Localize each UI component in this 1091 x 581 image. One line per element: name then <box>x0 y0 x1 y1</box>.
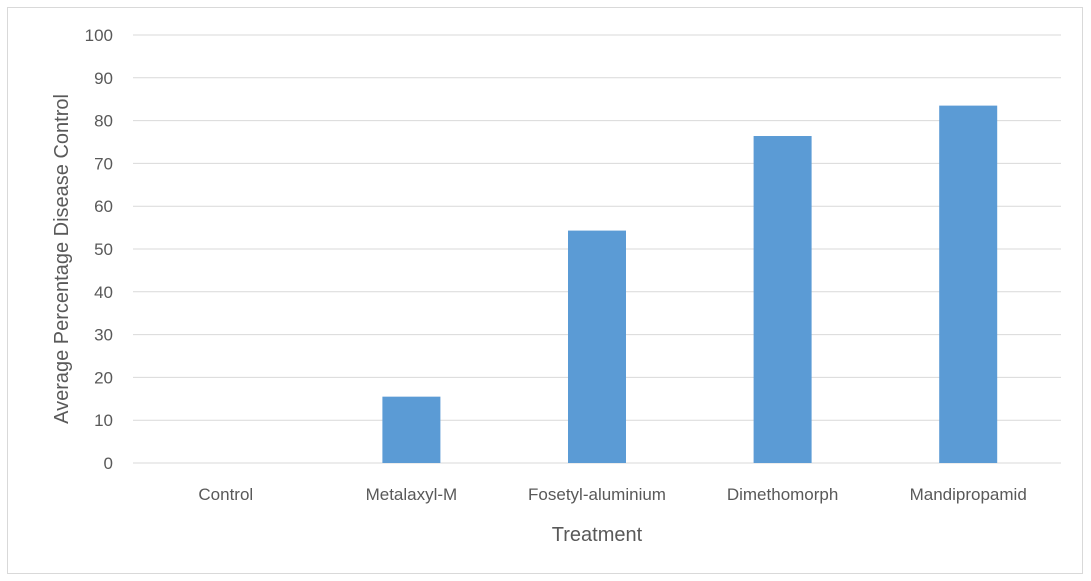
x-category-label: Metalaxyl-M <box>366 485 458 504</box>
y-tick-label: 70 <box>94 154 113 173</box>
x-axis-title: Treatment <box>552 524 643 546</box>
y-tick-label: 80 <box>94 112 113 131</box>
x-category-label: Mandipropamid <box>910 485 1027 504</box>
bars <box>382 105 998 464</box>
y-axis-ticks: 0 10 20 30 40 50 60 70 80 90 100 <box>85 26 113 473</box>
gridlines <box>133 34 1061 464</box>
x-category-label: Fosetyl-aluminium <box>528 485 666 504</box>
y-tick-label: 10 <box>94 411 113 430</box>
x-axis-categories: Control Metalaxyl-M Fosetyl-aluminium Dimet… <box>198 485 1026 504</box>
y-axis-title: Average Percentage Disease Control <box>51 94 73 424</box>
x-category-label: Control <box>198 485 253 504</box>
y-tick-label: 20 <box>94 368 113 387</box>
bar-mandipropamid <box>939 105 998 464</box>
bar-fosetyl-aluminium <box>568 230 626 463</box>
y-tick-label: 0 <box>104 454 113 473</box>
y-tick-label: 40 <box>94 283 113 302</box>
chart-frame <box>7 7 1083 574</box>
bar-metalaxyl-m <box>382 396 441 463</box>
y-tick-label: 60 <box>94 197 113 216</box>
y-tick-label: 100 <box>85 26 113 45</box>
y-tick-label: 50 <box>94 240 113 259</box>
y-tick-label: 30 <box>94 326 113 345</box>
bar-dimethomorph <box>753 136 812 463</box>
x-category-label: Dimethomorph <box>727 485 839 504</box>
y-tick-label: 90 <box>94 69 113 88</box>
